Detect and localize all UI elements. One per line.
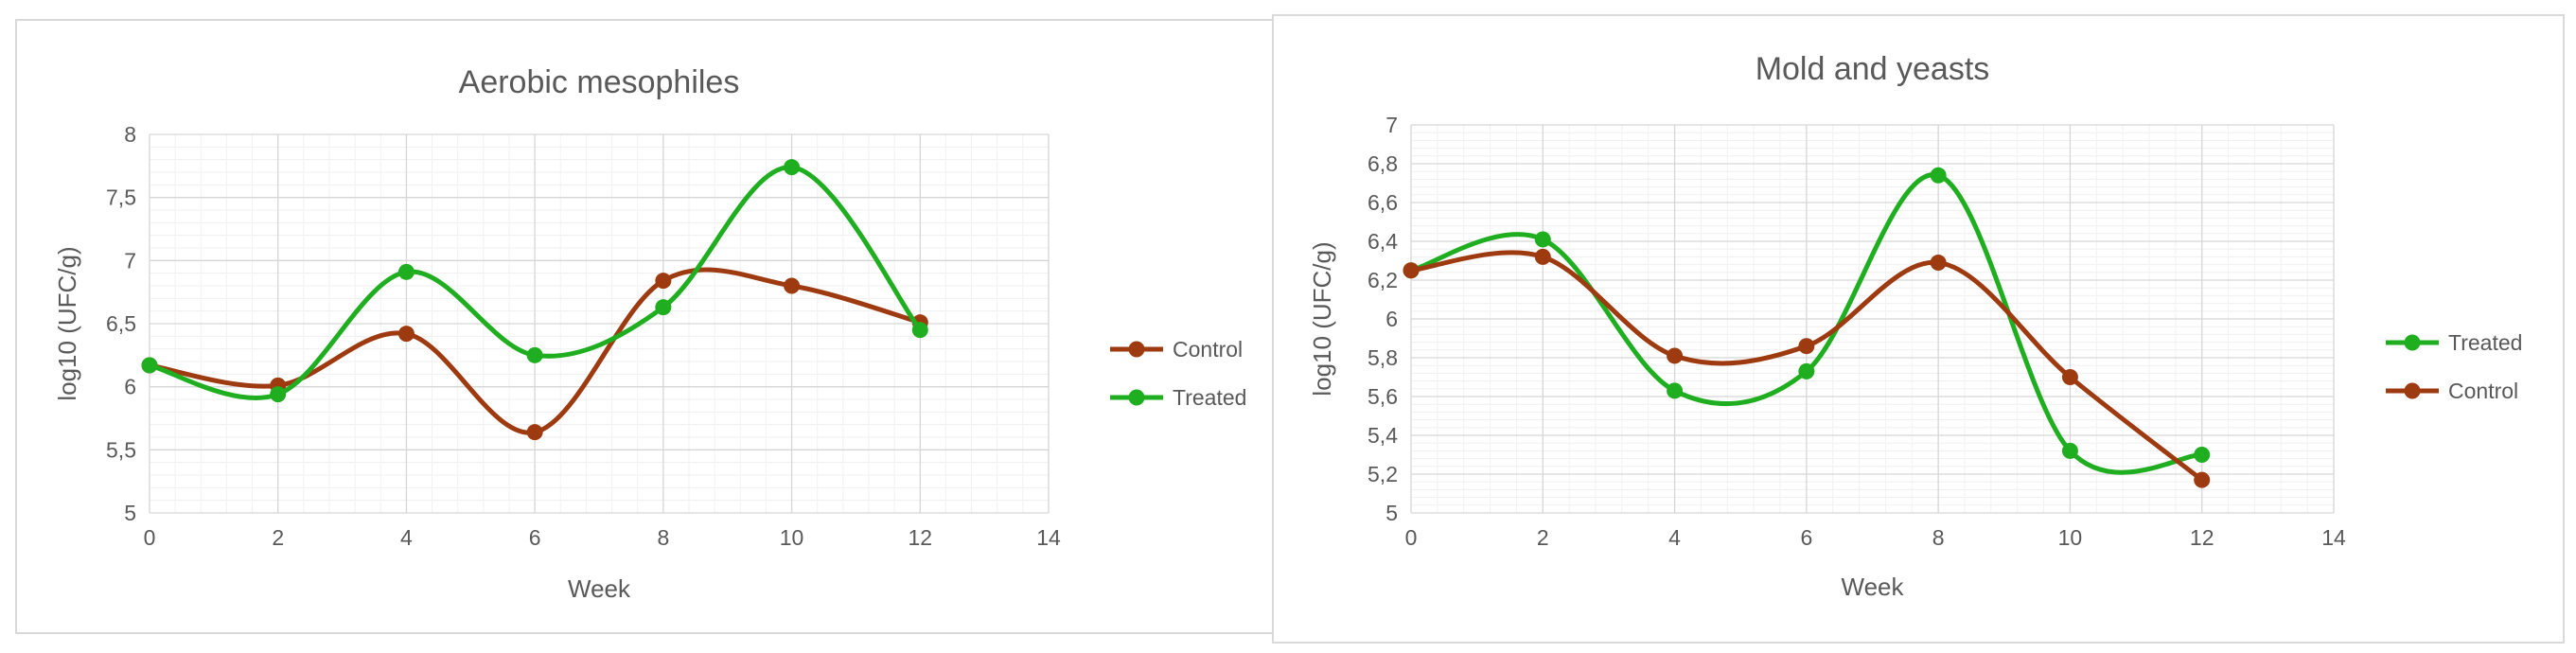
data-point-treated xyxy=(911,322,928,339)
data-point-treated xyxy=(397,263,415,280)
data-point-treated xyxy=(270,386,287,403)
y-tick-label: 5,6 xyxy=(1367,384,1398,409)
data-point-treated xyxy=(2194,447,2211,463)
x-tick-label: 10 xyxy=(780,525,804,550)
data-point-control xyxy=(397,326,415,343)
data-point-control xyxy=(1930,255,1947,272)
mold-and-yeasts-chart: 5 5,2 5,4 5,6 5,8 6 6,2 6,4 6,6 6,8 7 0 2 4 6 8 10 12 14 Mo… xyxy=(1272,14,2565,644)
x-tick-label: 8 xyxy=(657,525,669,550)
x-tick-label: 2 xyxy=(272,525,284,550)
x-tick-label: 4 xyxy=(400,525,413,550)
x-tick-label: 12 xyxy=(2190,525,2214,550)
x-axis-title: Week xyxy=(568,574,631,603)
legend-marker-control xyxy=(2404,382,2421,399)
y-tick-label: 5 xyxy=(124,501,136,525)
y-tick-label: 5 xyxy=(1385,501,1398,525)
data-point-treated xyxy=(141,357,158,374)
x-tick-label: 8 xyxy=(1932,525,1945,550)
y-tick-label: 6,5 xyxy=(106,311,136,336)
x-tick-label: 0 xyxy=(1405,525,1418,550)
data-point-treated xyxy=(2061,442,2078,459)
data-point-control xyxy=(1798,338,1815,355)
x-tick-label: 4 xyxy=(1668,525,1681,550)
y-tick-label: 6 xyxy=(124,375,136,399)
y-tick-label: 5,2 xyxy=(1367,462,1398,486)
x-tick-label: 14 xyxy=(1036,525,1061,550)
x-tick-label: 10 xyxy=(2058,525,2083,550)
data-point-control xyxy=(1667,347,1684,364)
y-tick-label: 7 xyxy=(124,248,136,273)
x-tick-label: 6 xyxy=(529,525,541,550)
aerobic-mesophiles-plot: 5 5,5 6 6,5 7 7,5 8 0 2 4 6 8 10 12 14 Aerobic mesophil… xyxy=(53,64,1246,603)
y-tick-label: 5,4 xyxy=(1367,423,1398,448)
y-tick-label: 5,8 xyxy=(1367,345,1398,370)
data-point-treated xyxy=(1667,382,1684,399)
chart-title: Aerobic mesophiles xyxy=(459,64,740,100)
data-point-control xyxy=(1534,248,1551,265)
legend-label: Treated xyxy=(2448,330,2522,355)
data-point-control xyxy=(2061,369,2078,385)
y-tick-label: 6,4 xyxy=(1367,229,1398,254)
legend-label: Control xyxy=(1173,337,1243,362)
legend-marker-control xyxy=(1128,341,1145,358)
data-point-control xyxy=(526,424,543,441)
data-point-treated xyxy=(526,346,543,363)
y-tick-label: 6,6 xyxy=(1367,190,1398,215)
y-tick-label: 6,2 xyxy=(1367,268,1398,292)
data-point-control xyxy=(2194,471,2211,488)
data-point-control xyxy=(655,273,672,290)
y-tick-label: 6 xyxy=(1385,307,1398,331)
x-tick-label: 2 xyxy=(1537,525,1549,550)
data-point-control xyxy=(784,277,801,294)
y-tick-label: 6,8 xyxy=(1367,151,1398,176)
data-point-control xyxy=(1403,262,1420,279)
y-tick-label: 7 xyxy=(1385,113,1398,137)
x-tick-label: 0 xyxy=(144,525,156,550)
y-axis-title: log10 (UFC/g) xyxy=(53,246,81,400)
x-tick-label: 14 xyxy=(2321,525,2346,550)
legend-label: Treated xyxy=(1173,385,1246,410)
y-tick-label: 5,5 xyxy=(106,437,136,462)
y-axis-title: log10 (UFC/g) xyxy=(1308,241,1336,396)
x-axis-title: Week xyxy=(1842,573,1905,601)
x-tick-label: 12 xyxy=(908,525,932,550)
aerobic-mesophiles-chart: 5 5,5 6 6,5 7 7,5 8 0 2 4 6 8 10 12 14 Aerobic mesophil… xyxy=(15,19,1276,634)
mold-and-yeasts-plot: 5 5,2 5,4 5,6 5,8 6 6,2 6,4 6,6 6,8 7 0 2 4 6 8 10 12 14 Mo… xyxy=(1308,51,2522,601)
data-point-treated xyxy=(784,159,801,176)
legend-marker-treated xyxy=(2404,334,2421,351)
data-point-treated xyxy=(655,299,672,316)
legend-marker-treated xyxy=(1128,389,1145,406)
data-point-treated xyxy=(1798,362,1815,379)
x-tick-label: 6 xyxy=(1800,525,1812,550)
data-point-treated xyxy=(1534,231,1551,248)
y-tick-label: 7,5 xyxy=(106,185,136,210)
legend-label: Control xyxy=(2448,379,2518,403)
data-point-treated xyxy=(1930,167,1947,184)
y-tick-label: 8 xyxy=(124,122,136,147)
chart-title: Mold and yeasts xyxy=(1756,51,1990,87)
